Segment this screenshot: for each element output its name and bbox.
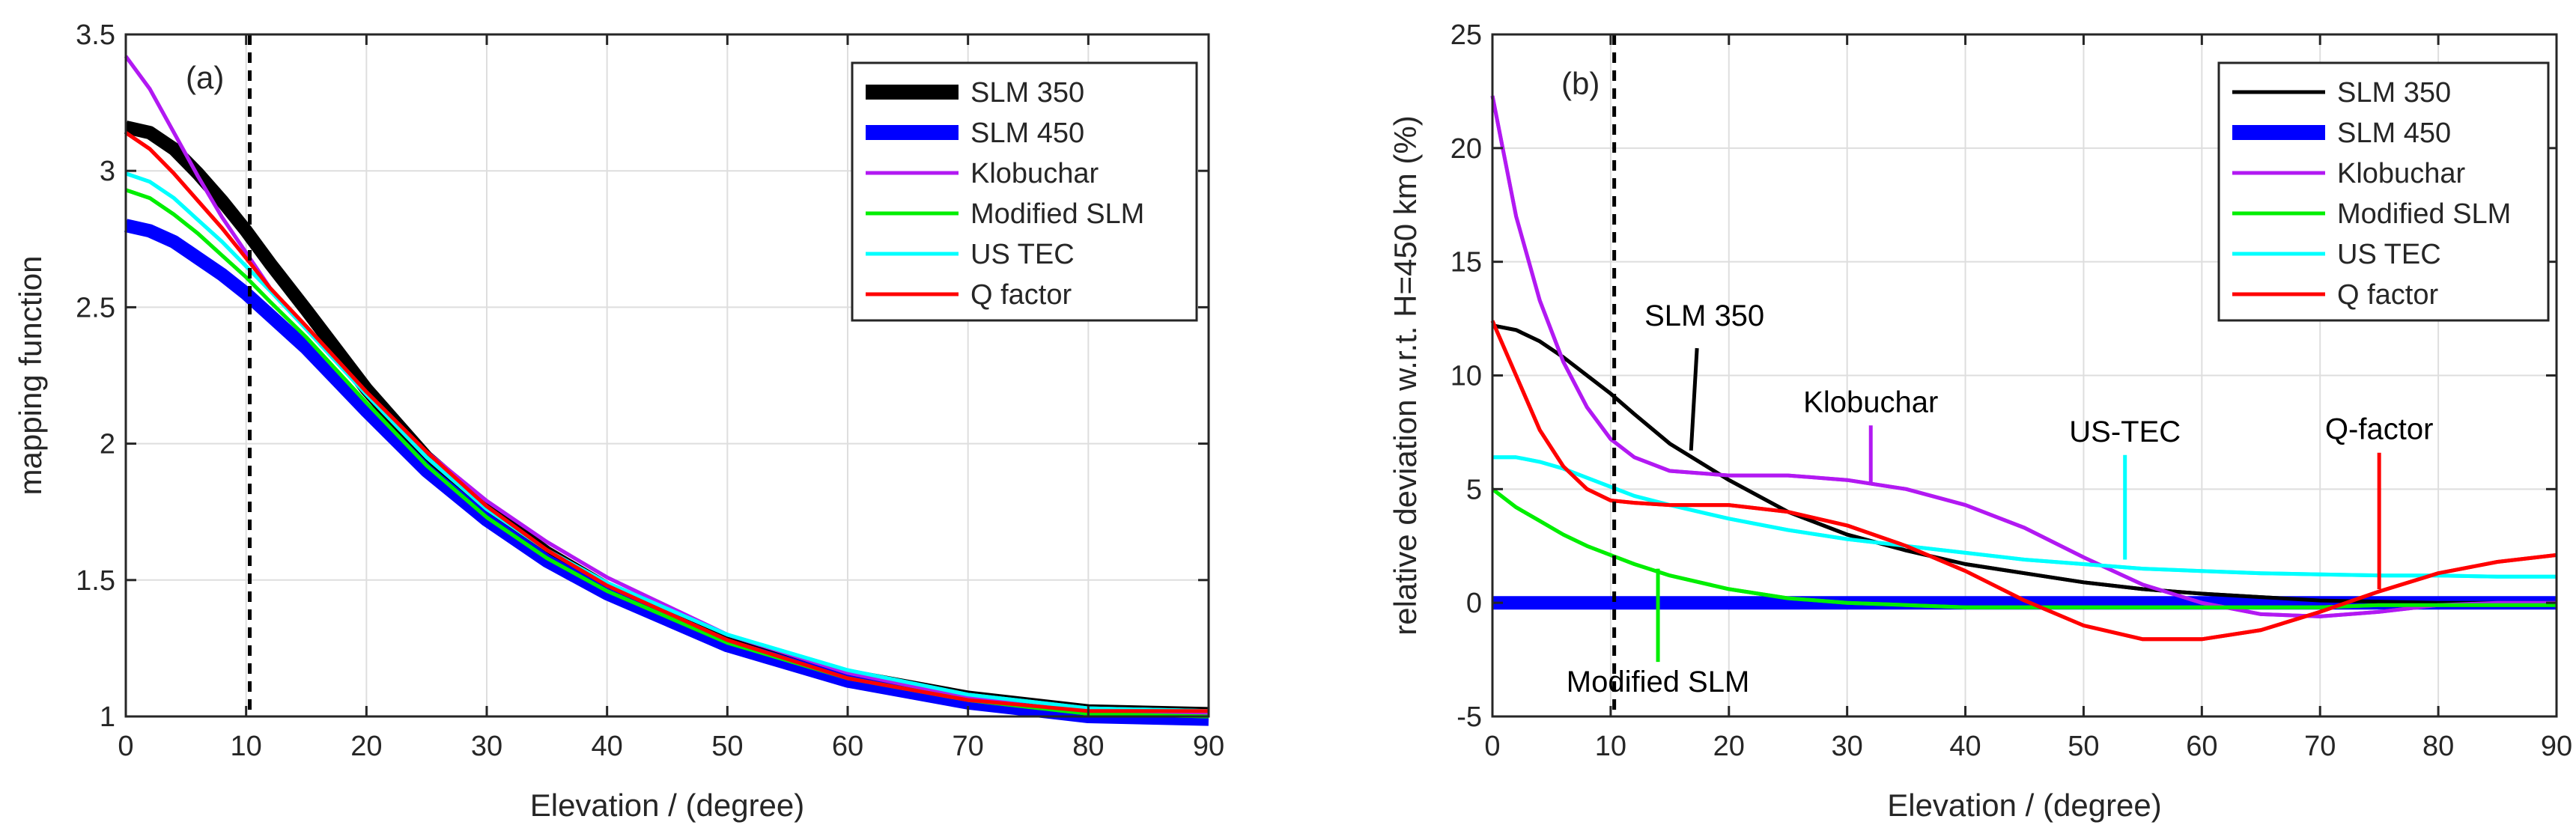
legend: SLM 350 SLM 450 Klobuchar Modified SLM US TE…: [851, 61, 1198, 322]
x-tick-label: 90: [1193, 731, 1224, 762]
x-tick-label: 50: [711, 731, 743, 762]
x-tick-label: 80: [2422, 731, 2454, 762]
legend: SLM 350 SLM 450 Klobuchar Modified SLM US TE…: [2217, 61, 2550, 322]
legend-label-modified-slm: Modified SLM: [2337, 198, 2511, 230]
y-tick-label: 1.5: [76, 565, 115, 597]
x-tick-label: 10: [1595, 731, 1626, 762]
x-tick-label: 30: [1832, 731, 1863, 762]
x-tick-label: 40: [1949, 731, 1981, 762]
y-tick-label: 10: [1450, 361, 1482, 392]
series-line-overlay-q-factor: [1490, 320, 2557, 642]
y-tick-label: 3.5: [76, 19, 115, 51]
annotation-label-slm-350: SLM 350: [1644, 299, 1764, 332]
y-tick-label: 3: [100, 156, 115, 187]
legend-label-us-tec: US TEC: [2337, 239, 2441, 270]
legend-label-slm-350: SLM 350: [2337, 77, 2451, 109]
x-tick-label: 0: [118, 731, 133, 762]
x-tick-label: 0: [1484, 731, 1500, 762]
panel-label: (a): [186, 60, 224, 95]
legend-label-modified-slm: Modified SLM: [970, 198, 1144, 230]
chart-panel-b: SLM 350 Klobuchar US-TEC Q-factor Modified S…: [1388, 19, 2572, 823]
x-tick-label: 70: [953, 731, 984, 762]
annotations: SLM 350 Klobuchar US-TEC Q-factor Modified S…: [1567, 299, 2434, 698]
y-tick-label: 15: [1450, 247, 1482, 278]
x-tick-label: 50: [2068, 731, 2099, 762]
y-tick-label: 25: [1450, 19, 1482, 51]
y-tick-label: 2.5: [76, 292, 115, 323]
y-axis-label: relative deviation w.r.t. H=450 km (%): [1388, 115, 1423, 635]
legend-box: [2217, 61, 2550, 322]
series-line-slm-450: [124, 219, 1209, 726]
ticks: 0 10 20 30 40 50 60 70 80 90 1 1.5 2 2.5 3 3.5: [76, 19, 1224, 762]
legend-label-klobuchar: Klobuchar: [2337, 158, 2465, 189]
x-tick-label: 60: [2186, 731, 2217, 762]
x-tick-label: 60: [832, 731, 863, 762]
x-tick-label: 20: [350, 731, 382, 762]
legend-label-klobuchar: Klobuchar: [970, 158, 1099, 189]
axes-box: [124, 33, 1210, 718]
y-tick-label: 1: [100, 701, 115, 733]
y-axis-label: mapping function: [13, 256, 48, 496]
annotation-label-modified-slm: Modified SLM: [1567, 666, 1750, 698]
x-tick-label: 30: [471, 731, 502, 762]
legend-label-slm-450: SLM 450: [2337, 118, 2451, 149]
series-group: [1490, 95, 2557, 642]
x-tick-label: 90: [2541, 731, 2572, 762]
legend-label-us-tec: US TEC: [970, 239, 1075, 270]
series-line-overlay-klobuchar: [1490, 95, 2557, 618]
x-tick-label: 10: [231, 731, 262, 762]
legend-label-q-factor: Q factor: [2337, 279, 2438, 311]
y-tick-label: 5: [1466, 474, 1482, 505]
annotation-label-q-factor: Q-factor: [2325, 413, 2433, 446]
annotation-leader-slm-350: [1689, 347, 1699, 451]
x-tick-label: 40: [592, 731, 623, 762]
x-tick-label: 80: [1072, 731, 1104, 762]
y-tick-label: 2: [100, 429, 115, 460]
y-tick-label: 0: [1466, 588, 1482, 619]
legend-label-q-factor: Q factor: [970, 279, 1072, 311]
annotation-label-klobuchar: Klobuchar: [1803, 386, 1938, 418]
x-tick-label: 70: [2304, 731, 2336, 762]
y-tick-label: 20: [1450, 133, 1482, 165]
legend-label-slm-350: SLM 350: [970, 77, 1084, 109]
x-tick-label: 20: [1713, 731, 1745, 762]
series-line-overlay-slm-350: [1492, 323, 2557, 605]
x-axis-label: Elevation / (degree): [530, 788, 805, 823]
legend-label-slm-450: SLM 450: [970, 118, 1084, 149]
chart-panel-a: 0 10 20 30 40 50 60 70 80 90 1 1.5 2 2.5 3 3.5 Elevation…: [13, 19, 1224, 823]
y-tick-label: -5: [1456, 701, 1482, 733]
annotation-label-us-tec: US-TEC: [2069, 416, 2181, 448]
legend-box: [851, 61, 1198, 322]
series-line-overlay-q-factor: [124, 131, 1209, 713]
series-group: [124, 55, 1209, 726]
x-axis-label: Elevation / (degree): [1887, 788, 2162, 823]
panel-label: (b): [1561, 66, 1600, 101]
series-line-overlay-us-tec: [125, 171, 1209, 713]
